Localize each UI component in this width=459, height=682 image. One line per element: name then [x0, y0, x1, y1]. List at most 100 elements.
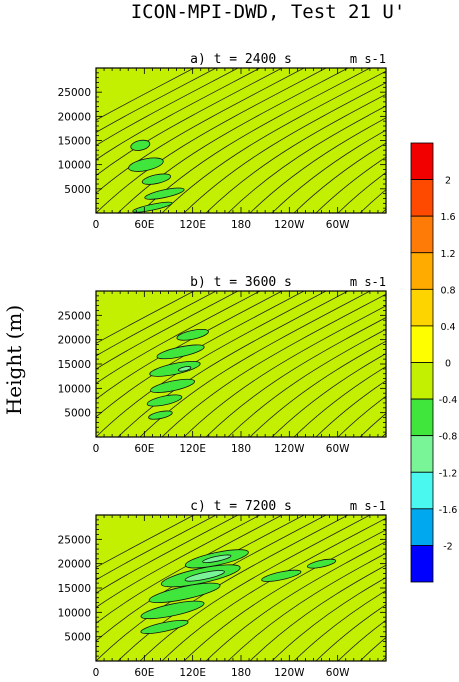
panel-units: m s-1 — [350, 499, 386, 513]
x-tick-label: 60W — [326, 667, 350, 679]
y-tick-label: 10000 — [58, 160, 91, 172]
contour-line — [359, 413, 386, 437]
colorbar-box — [410, 435, 434, 473]
panels-group: 0 60E 120E 180 120W 60W 5000 10000 15000 20000 250… — [58, 52, 387, 679]
contour-line — [139, 515, 371, 661]
contour-line — [96, 291, 261, 384]
contour-line — [96, 68, 327, 213]
contour-line — [96, 68, 217, 133]
figure-title: ICON-MPI-DWD, Test 21 U' — [131, 1, 406, 23]
contour-line — [161, 517, 386, 661]
contour-line — [96, 291, 217, 357]
x-tick-label: 180 — [231, 219, 251, 231]
colorbar-tick-label: 0 — [445, 359, 451, 370]
anomaly-feature — [140, 619, 189, 634]
contour-line — [337, 171, 386, 213]
anomaly-feature — [141, 173, 172, 185]
anomaly-feature — [148, 410, 173, 420]
colorbar-tick-label: -0.4 — [439, 395, 458, 406]
colorbar-box — [410, 179, 434, 217]
contour-line — [271, 353, 386, 437]
contour-line — [183, 529, 386, 661]
x-tick-label: 180 — [231, 443, 251, 455]
contour-line — [96, 291, 283, 400]
y-tick-label: 5000 — [64, 632, 91, 644]
contour-line — [117, 68, 349, 213]
contour-line — [96, 68, 283, 176]
panel-2: 0 60E 120E 180 120W 60W 5000 10000 15000 20000 250… — [58, 275, 387, 455]
y-tick-label: 15000 — [58, 583, 91, 595]
colorbar-tick-label: -1.2 — [439, 468, 458, 479]
y-tick-label: 20000 — [58, 559, 91, 571]
contour-line — [183, 305, 386, 437]
colorbar-box — [410, 288, 434, 327]
x-tick-label: 60E — [134, 219, 154, 231]
contour-line — [96, 515, 261, 608]
colorbar-tick-label: 1.2 — [440, 249, 455, 260]
x-tick-label: 120W — [274, 443, 305, 455]
colorbar-box — [410, 215, 434, 254]
y-tick-label: 10000 — [58, 607, 91, 619]
contour-line — [337, 395, 386, 437]
y-tick-label: 25000 — [58, 87, 91, 99]
anomaly-feature — [306, 558, 337, 569]
panel-title: a) t = 2400 s — [190, 52, 292, 67]
contour-line — [205, 317, 386, 437]
colorbar-box — [410, 325, 434, 363]
colorbar-box — [410, 362, 434, 400]
colorbar-box — [410, 252, 434, 290]
contour-line — [249, 117, 386, 213]
x-tick-label: 0 — [93, 443, 100, 455]
colorbar: 2 1.6 1.2 0.8 0.4 0 -0.4 -0.8 -1.2 -1.6 -2 — [410, 142, 458, 583]
panel-3: 0 60E 120E 180 120W 60W 5000 10000 15000 20000 250… — [58, 499, 387, 679]
panel-units: m s-1 — [350, 275, 386, 289]
contour-line — [227, 328, 386, 437]
colorbar-box — [410, 508, 434, 546]
contour-line — [227, 105, 386, 213]
panel-title: c) t = 7200 s — [190, 499, 292, 514]
colorbar-tick-label: 0.8 — [440, 285, 455, 296]
colorbar-tick-label: -2 — [443, 541, 452, 552]
contour-line — [96, 68, 261, 161]
contour-line — [293, 590, 386, 661]
y-tick-label: 15000 — [58, 359, 91, 371]
anomaly-feature — [261, 569, 302, 582]
x-tick-label: 120W — [274, 219, 305, 231]
anomaly-feature — [148, 582, 221, 604]
contour-line — [249, 564, 386, 661]
y-tick-label: 5000 — [64, 408, 91, 420]
colorbar-tick-label: 2 — [445, 176, 451, 187]
contour-line — [315, 380, 386, 437]
colorbar-tick-label: -0.8 — [439, 432, 458, 443]
contour-line — [205, 541, 386, 661]
anomaly-feature — [144, 187, 185, 200]
panel-title: b) t = 3600 s — [190, 275, 292, 290]
colorbar-tick-label: -1.6 — [439, 505, 458, 516]
colorbar-box — [410, 545, 434, 583]
anomaly-feature — [176, 328, 209, 341]
x-tick-label: 120E — [179, 667, 206, 679]
y-axis-label: Height (m) — [2, 305, 26, 415]
colorbar-box — [410, 142, 434, 180]
y-tick-label: 15000 — [58, 136, 91, 148]
contour-line — [359, 637, 386, 661]
anomaly-feature — [184, 570, 225, 582]
anomaly-feature — [146, 394, 183, 407]
contour-line — [161, 70, 386, 213]
anomaly-feature — [130, 139, 151, 151]
anomaly-feature — [132, 201, 173, 213]
y-tick-label: 25000 — [58, 310, 91, 322]
contour-line — [96, 515, 239, 594]
x-tick-label: 180 — [231, 667, 251, 679]
anomaly-feature — [128, 157, 164, 172]
contour-line — [161, 293, 386, 437]
y-tick-label: 20000 — [58, 335, 91, 347]
contour-line — [96, 515, 217, 581]
contour-line — [96, 291, 239, 370]
panel-1: 0 60E 120E 180 120W 60W 5000 10000 15000 20000 250… — [58, 52, 387, 231]
contour-line — [205, 93, 386, 213]
colorbar-box — [410, 471, 434, 510]
contour-line — [337, 619, 386, 661]
anomaly-feature — [149, 360, 201, 377]
